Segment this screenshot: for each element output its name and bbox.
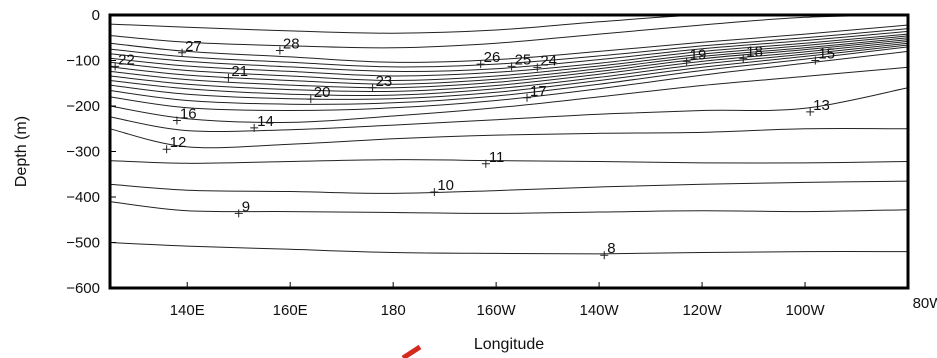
isoline-24 <box>109 30 909 72</box>
isoline-19 <box>109 40 909 93</box>
isoline-18 <box>109 42 909 96</box>
isoline-14 <box>109 66 909 123</box>
contour-marker-19 <box>682 57 691 66</box>
y-tick-label: −500 <box>66 235 100 252</box>
contour-marker-20 <box>306 95 315 104</box>
contour-label-10: 10 <box>437 177 454 194</box>
x-tick-label: 120W <box>682 302 722 319</box>
contour-label-15: 15 <box>818 46 835 63</box>
contour-label-17: 17 <box>530 83 547 100</box>
isoline-15 <box>109 50 909 112</box>
x-tick-label: 160E <box>273 302 308 319</box>
contour-marker-9 <box>234 209 243 218</box>
y-tick-label: −100 <box>66 53 100 70</box>
isoline-26 <box>109 24 909 63</box>
isoline-16 <box>109 46 909 105</box>
red-annotation-stroke <box>401 344 422 358</box>
contour-label-23: 23 <box>376 73 393 90</box>
isoline-11 <box>109 159 909 164</box>
contour-marker-13 <box>806 107 815 116</box>
contour-label-11: 11 <box>489 149 505 166</box>
contour-marker-24 <box>533 63 542 72</box>
contour-label-8: 8 <box>607 240 615 257</box>
isoline-25 <box>109 28 909 68</box>
contour-marker-17 <box>523 93 532 102</box>
y-axis-label: Depth (m) <box>13 116 30 187</box>
contour-label-16: 16 <box>180 106 197 123</box>
x-tick-label: 80W <box>913 295 937 312</box>
contour-label-13: 13 <box>813 97 830 114</box>
contour-label-9: 9 <box>242 198 250 215</box>
y-axis-ticks: 0 −100 −200 −300 −400 −500 −600 <box>66 7 116 297</box>
isoline-22 <box>109 35 909 82</box>
isoline-13 <box>109 87 909 132</box>
isoline-10 <box>109 180 909 194</box>
y-tick-label: −300 <box>66 144 100 161</box>
contour-marker-14 <box>250 123 259 132</box>
contour-labels: 28 27 22 21 26 25 24 23 20 17 19 18 15 13 16 14 12 11 10 9 8 <box>111 35 835 260</box>
contour-label-24: 24 <box>540 52 557 69</box>
contour-marker-26 <box>476 60 485 69</box>
isoline-23 <box>109 33 909 77</box>
contour-label-21: 21 <box>231 63 248 80</box>
contour-marker-21 <box>224 73 233 82</box>
contour-marker-8 <box>600 251 609 260</box>
contour-label-19: 19 <box>690 46 707 63</box>
x-tick-label: 100W <box>785 302 825 319</box>
contour-label-12: 12 <box>170 134 187 151</box>
isoline-28 <box>109 14 908 34</box>
y-tick-label: 0 <box>92 7 100 24</box>
contour-marker-25 <box>507 62 516 71</box>
y-tick-label: −400 <box>66 189 100 206</box>
y-tick-label: −600 <box>66 280 100 297</box>
contour-label-18: 18 <box>746 44 763 61</box>
contour-label-14: 14 <box>257 113 274 130</box>
isoline-12 <box>109 127 909 149</box>
contour-marker-11 <box>481 159 490 168</box>
x-tick-label: 180 <box>381 302 406 319</box>
x-tick-label: 160W <box>477 302 517 319</box>
contour-label-26: 26 <box>484 49 501 66</box>
contour-label-27: 27 <box>185 38 202 55</box>
contour-marker-23 <box>368 83 377 92</box>
isoline-17 <box>109 44 909 100</box>
x-tick-label: 140E <box>170 302 205 319</box>
isoline-8 <box>109 242 909 255</box>
contour-marker-27 <box>178 48 187 57</box>
contour-marker-18 <box>739 54 748 63</box>
contour-label-28: 28 <box>283 35 300 52</box>
contour-marker-12 <box>162 145 171 154</box>
isoline-9 <box>109 201 909 214</box>
contour-marker-22 <box>111 62 120 71</box>
contour-label-22: 22 <box>118 51 135 68</box>
isotherm-lines <box>109 14 909 255</box>
isoline-27 <box>109 14 909 49</box>
contour-marker-15 <box>811 56 820 65</box>
contour-label-20: 20 <box>314 84 331 101</box>
x-axis-ticks: 140E 160E 180 160W 140W 120W 100W 80W <box>170 282 937 319</box>
x-tick-label: 140W <box>580 302 620 319</box>
isoline-20 <box>109 39 909 89</box>
contour-marker-10 <box>430 187 439 196</box>
contour-marker-16 <box>172 116 181 125</box>
contour-label-25: 25 <box>515 51 532 68</box>
x-axis-label: Longitude <box>474 336 544 353</box>
y-tick-label: −200 <box>66 98 100 115</box>
contour-marker-28 <box>275 46 284 55</box>
